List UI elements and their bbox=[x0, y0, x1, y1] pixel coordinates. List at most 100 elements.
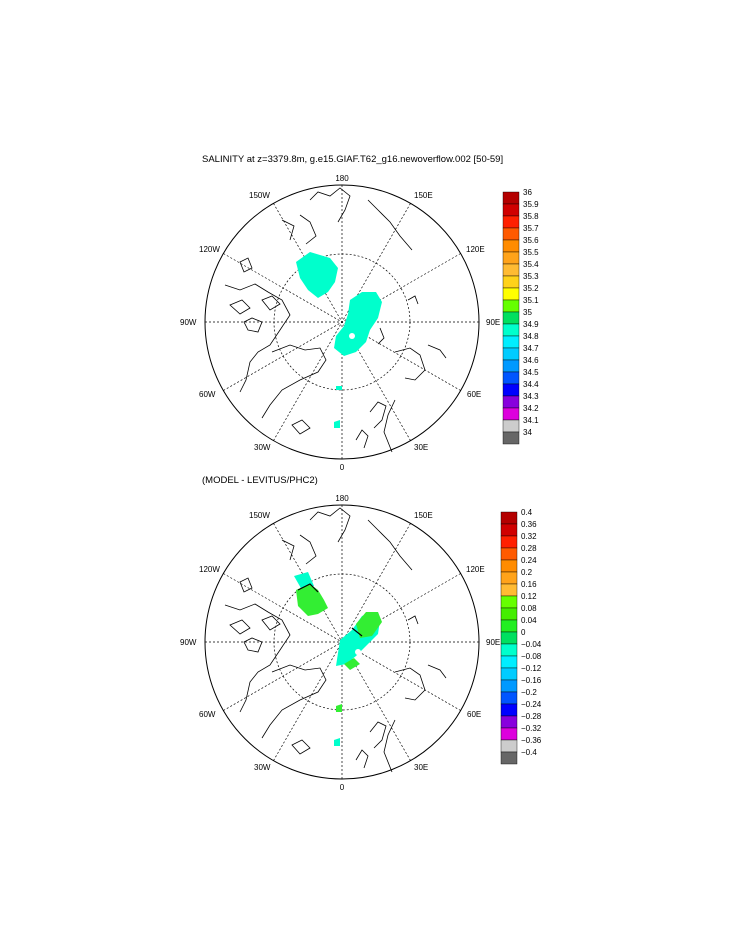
colorbar-label: 35.1 bbox=[523, 296, 539, 305]
panel1-lon-120e: 120E bbox=[466, 245, 485, 254]
colorbar-box bbox=[502, 275, 520, 289]
colorbar-label: 0.08 bbox=[521, 604, 537, 613]
colorbar-label: −0.12 bbox=[521, 664, 542, 673]
colorbar-label: −0.08 bbox=[521, 652, 542, 661]
colorbar-box bbox=[502, 383, 520, 397]
colorbar-label: −0.24 bbox=[521, 700, 542, 709]
colorbar-box bbox=[502, 335, 520, 349]
panel1-title: SALINITY at z=3379.8m, g.e15.GIAF.T62_g1… bbox=[202, 154, 504, 165]
colorbar-box bbox=[500, 715, 518, 729]
colorbar-box bbox=[500, 619, 518, 633]
panel1-lon-180: 180 bbox=[335, 174, 349, 183]
panel2-lon-150w: 150W bbox=[249, 511, 270, 520]
colorbar-label: 34.1 bbox=[523, 416, 539, 425]
panel2-lon-0: 0 bbox=[340, 783, 345, 792]
colorbar-label: 36 bbox=[523, 188, 532, 197]
panel2-lon-120w: 120W bbox=[199, 565, 220, 574]
colorbar-label: 34.2 bbox=[523, 404, 539, 413]
panel1-lon-150w: 150W bbox=[249, 191, 270, 200]
colorbar-label: −0.04 bbox=[521, 640, 542, 649]
panel2-lon-60e: 60E bbox=[467, 710, 481, 719]
colorbar-box bbox=[500, 739, 518, 753]
colorbar-box bbox=[500, 523, 518, 537]
colorbar-box bbox=[500, 751, 518, 765]
panel2-lon-150e: 150E bbox=[414, 511, 433, 520]
colorbar-label: 35.2 bbox=[523, 284, 539, 293]
colorbar-label: −0.16 bbox=[521, 676, 542, 685]
panel2-colorbar: 0.4 0.36 0.32 0.28 0.24 0.2 0.16 0.12 0.08 0.04 0 −… bbox=[500, 508, 542, 765]
colorbar-box bbox=[502, 395, 520, 409]
colorbar-label: 34.8 bbox=[523, 332, 539, 341]
colorbar-box bbox=[500, 691, 518, 705]
colorbar-label: 35.8 bbox=[523, 212, 539, 221]
colorbar-box bbox=[502, 311, 520, 325]
panel2-title: (MODEL - LEVITUS/PHC2) bbox=[202, 475, 318, 486]
panel1-lon-60w: 60W bbox=[199, 390, 216, 399]
colorbar-box bbox=[500, 667, 518, 681]
colorbar-box bbox=[502, 215, 520, 229]
panel2-difference-patches bbox=[294, 572, 382, 746]
colorbar-label: 35.9 bbox=[523, 200, 539, 209]
colorbar-label: 34.9 bbox=[523, 320, 539, 329]
colorbar-box bbox=[502, 323, 520, 337]
colorbar-box bbox=[500, 631, 518, 645]
colorbar-box bbox=[500, 655, 518, 669]
colorbar-box bbox=[500, 595, 518, 609]
colorbar-label: 0.4 bbox=[521, 508, 533, 517]
colorbar-box bbox=[500, 559, 518, 573]
colorbar-box bbox=[500, 511, 518, 525]
colorbar-box bbox=[502, 359, 520, 373]
colorbar-label: 0.28 bbox=[521, 544, 537, 553]
colorbar-box bbox=[502, 371, 520, 385]
colorbar-label: 35.4 bbox=[523, 260, 539, 269]
panel1-lon-120w: 120W bbox=[199, 245, 220, 254]
panel1-salinity-patches bbox=[296, 252, 382, 428]
colorbar-label: −0.28 bbox=[521, 712, 542, 721]
panel2-lon-90w: 90W bbox=[180, 638, 197, 647]
colorbar-box bbox=[500, 547, 518, 561]
colorbar-box bbox=[500, 535, 518, 549]
colorbar-label: 0.36 bbox=[521, 520, 537, 529]
colorbar-box bbox=[502, 407, 520, 421]
colorbar-box bbox=[500, 727, 518, 741]
colorbar-label: 0.2 bbox=[521, 568, 533, 577]
colorbar-label: −0.36 bbox=[521, 736, 542, 745]
colorbar-label: 0.12 bbox=[521, 592, 537, 601]
colorbar-box bbox=[502, 227, 520, 241]
colorbar-box bbox=[502, 287, 520, 301]
panel2-lon-120e: 120E bbox=[466, 565, 485, 574]
panel2-lon-60w: 60W bbox=[199, 710, 216, 719]
colorbar-box bbox=[502, 347, 520, 361]
colorbar-label: −0.2 bbox=[521, 688, 537, 697]
colorbar-label: 34 bbox=[523, 428, 532, 437]
colorbar-box bbox=[502, 419, 520, 433]
colorbar-label: 34.6 bbox=[523, 356, 539, 365]
colorbar-label: −0.4 bbox=[521, 748, 537, 757]
colorbar-label: 34.7 bbox=[523, 344, 539, 353]
colorbar-label: 0.32 bbox=[521, 532, 537, 541]
colorbar-label: 35.6 bbox=[523, 236, 539, 245]
colorbar-label: 35.5 bbox=[523, 248, 539, 257]
colorbar-box bbox=[502, 431, 520, 445]
panel2-map: 180 0 90W 90E 150W 120W 150E 120E 60W 30… bbox=[180, 494, 542, 792]
colorbar-box bbox=[500, 583, 518, 597]
panel1-lon-60e: 60E bbox=[467, 390, 481, 399]
colorbar-box bbox=[502, 203, 520, 217]
colorbar-label: 0.16 bbox=[521, 580, 537, 589]
colorbar-box bbox=[502, 191, 520, 205]
colorbar-label: 34.4 bbox=[523, 380, 539, 389]
panel2-lon-180: 180 bbox=[335, 494, 349, 503]
colorbar-label: 35 bbox=[523, 308, 532, 317]
colorbar-box bbox=[500, 679, 518, 693]
panel1-lon-90e: 90E bbox=[486, 318, 500, 327]
panel2-coastlines bbox=[224, 507, 447, 773]
colorbar-label: 34.5 bbox=[523, 368, 539, 377]
colorbar-label: 34.3 bbox=[523, 392, 539, 401]
colorbar-box bbox=[500, 703, 518, 717]
panel1-lon-30w: 30W bbox=[254, 443, 271, 452]
colorbar-box bbox=[500, 571, 518, 585]
panel1-map: 180 0 90W 90E 150W 120W 150E 120E 60W 30… bbox=[180, 174, 539, 472]
colorbar-box bbox=[502, 251, 520, 265]
colorbar-box bbox=[502, 299, 520, 313]
